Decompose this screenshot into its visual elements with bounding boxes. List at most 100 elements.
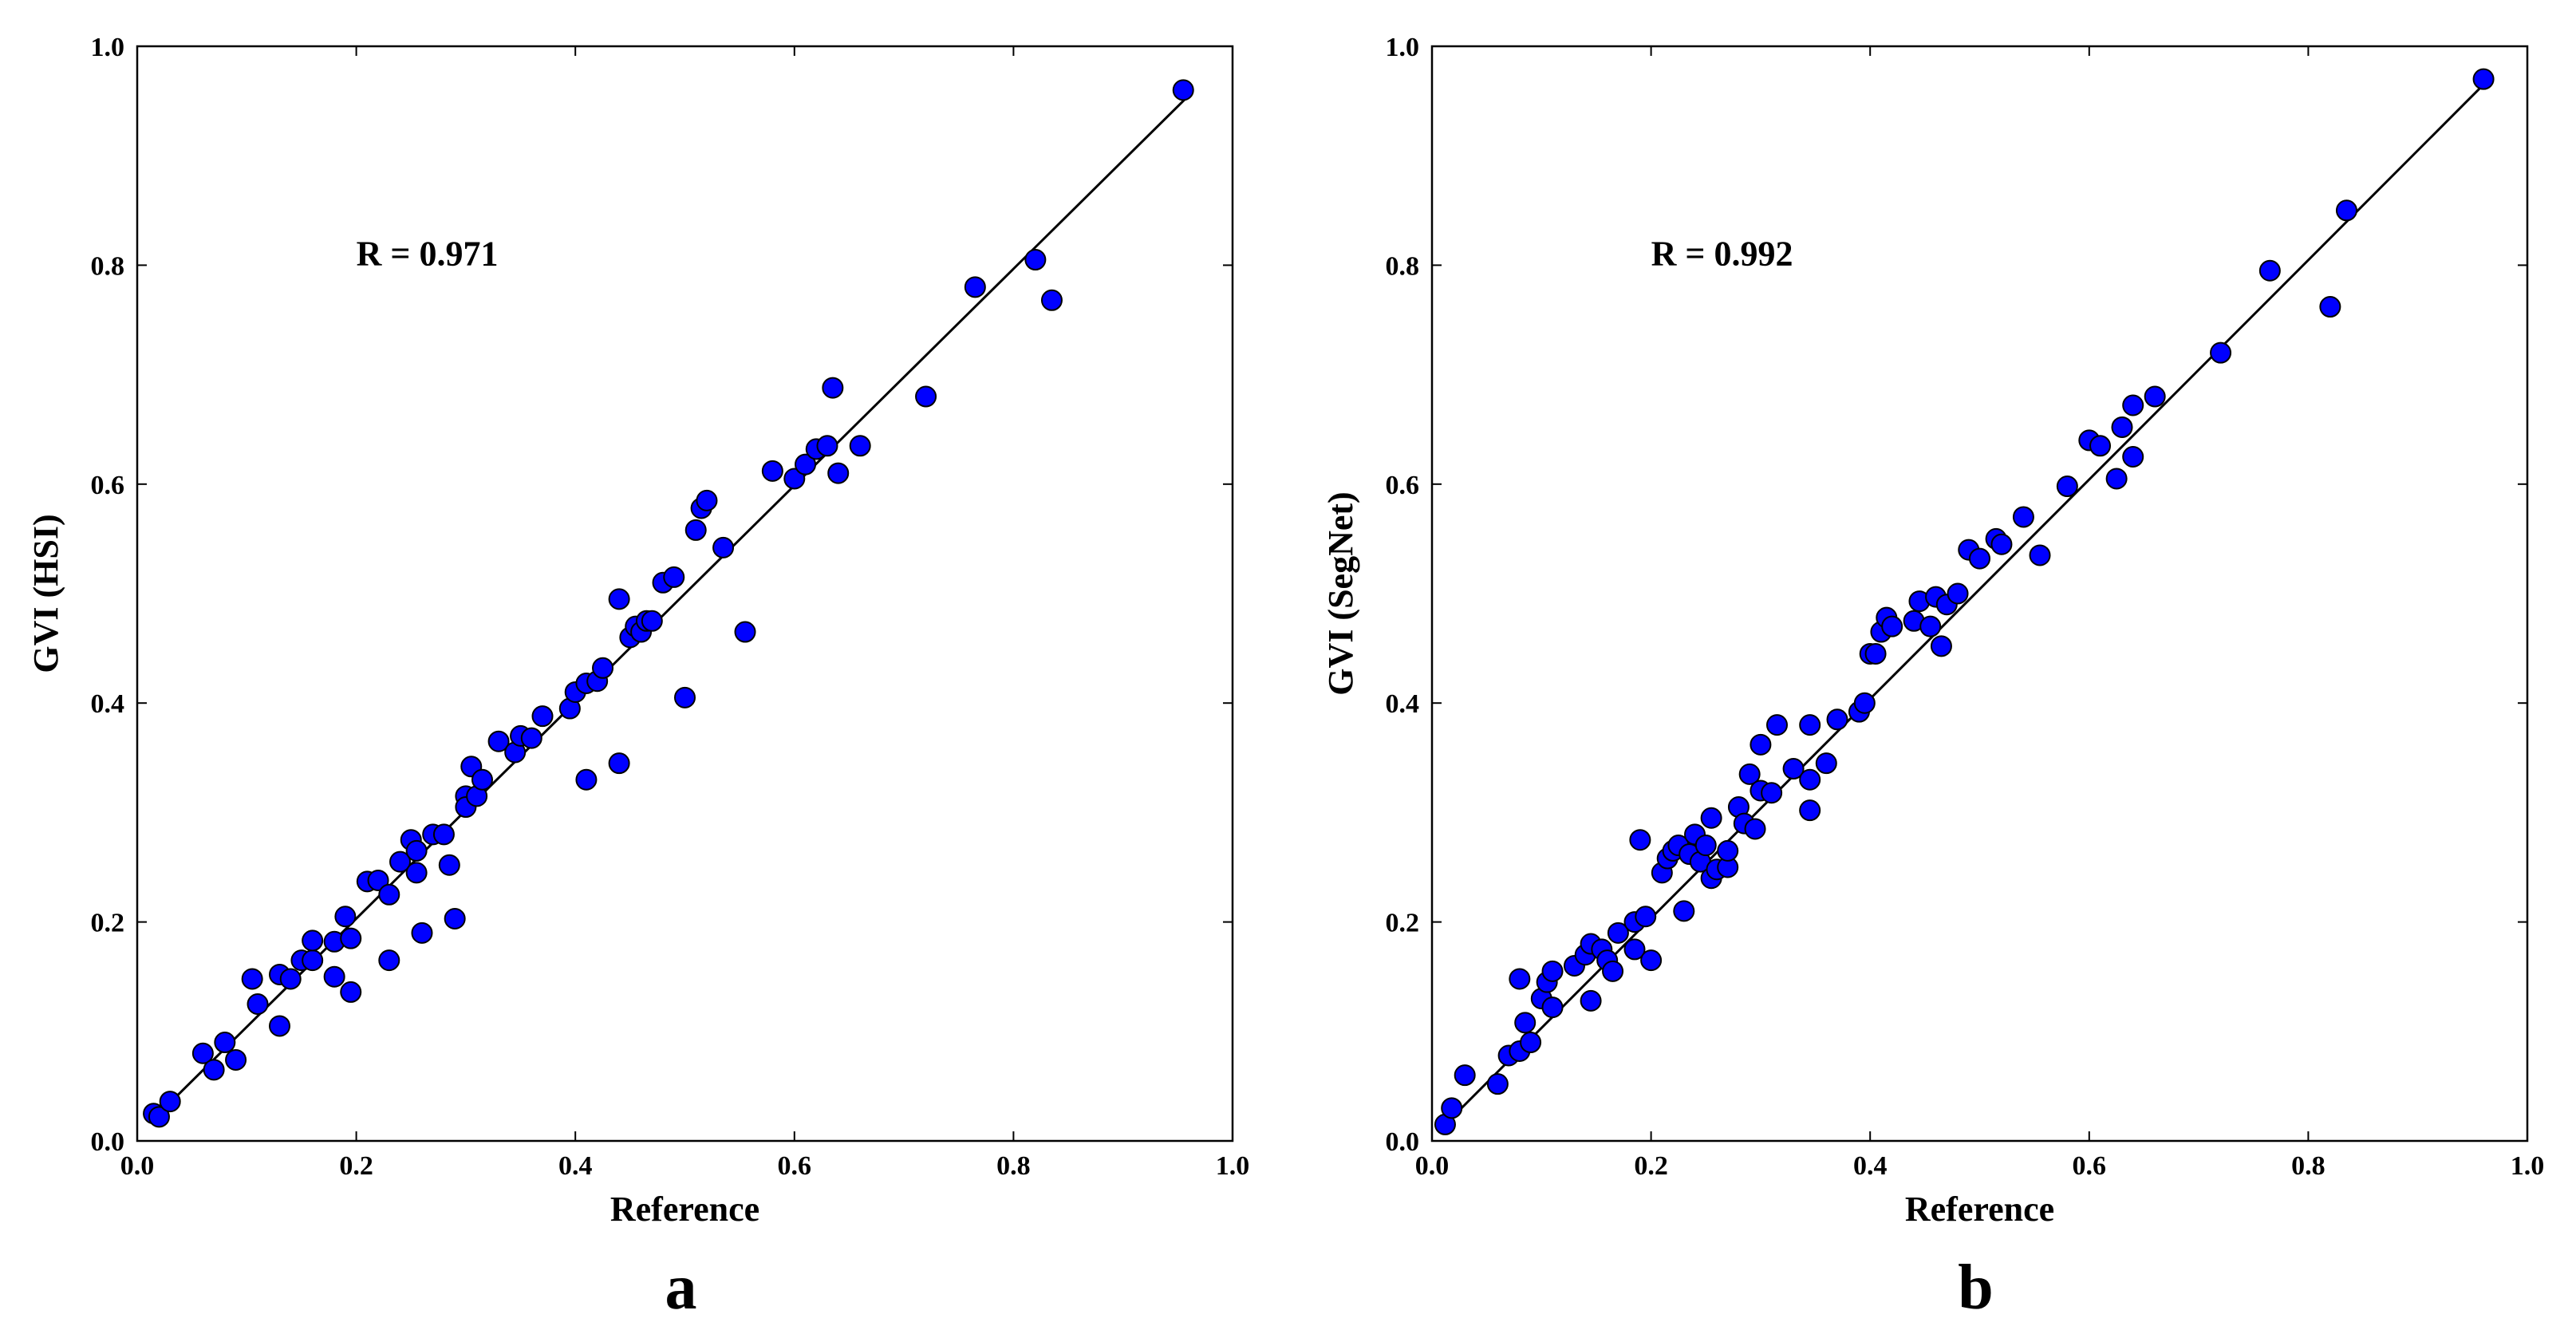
y-tick-label: 0.8 (1386, 251, 1420, 281)
data-point (302, 949, 324, 972)
data-point (1853, 692, 1876, 714)
data-point (795, 453, 817, 476)
data-point (279, 968, 302, 990)
data-point (1930, 635, 1952, 657)
data-point (696, 489, 718, 511)
data-point (389, 850, 412, 873)
data-point (2258, 259, 2281, 282)
data-point (268, 1015, 290, 1037)
x-axis-label: Reference (610, 1190, 759, 1229)
data-point (1172, 79, 1194, 101)
panel-label: b (1958, 1253, 1994, 1323)
data-point (1919, 615, 1942, 637)
data-point (2111, 416, 2133, 438)
data-point (1881, 615, 1903, 637)
data-point (608, 752, 630, 775)
data-point (712, 536, 735, 558)
x-tick-label: 0.4 (1853, 1151, 1888, 1181)
data-point (191, 1042, 214, 1064)
data-point (438, 854, 460, 876)
x-tick-label: 0.8 (2291, 1151, 2326, 1181)
y-tick-label: 0.2 (1386, 909, 1420, 938)
x-tick-label: 0.0 (120, 1151, 155, 1181)
data-point (432, 823, 455, 846)
data-point (2056, 476, 2078, 498)
data-point (1623, 938, 1646, 961)
data-point (214, 1032, 236, 1054)
data-point (2105, 468, 2128, 490)
data-point (241, 968, 263, 990)
data-point (340, 927, 362, 949)
data-point (1607, 922, 1629, 944)
data-point (1580, 989, 1602, 1012)
data-point (783, 468, 806, 490)
data-point (1040, 289, 1063, 311)
data-point (1761, 782, 1783, 804)
y-tick-label: 0.8 (91, 251, 125, 281)
data-point (1750, 733, 1772, 756)
data-point (1520, 1032, 1542, 1054)
correlation-annotation: R = 0.992 (1651, 234, 1793, 273)
x-tick-label: 0.2 (339, 1151, 373, 1181)
data-point (405, 862, 428, 884)
data-point (1826, 708, 1848, 731)
data-point (1509, 968, 1531, 990)
data-point (1947, 582, 1969, 605)
panel-label: a (665, 1253, 697, 1323)
data-point (822, 377, 844, 399)
data-point (323, 965, 345, 988)
data-point (378, 949, 400, 972)
data-point (761, 460, 783, 482)
data-point (2122, 446, 2144, 468)
data-point (444, 907, 466, 929)
data-point (1635, 906, 1657, 928)
data-point (1486, 1073, 1509, 1095)
data-point (1765, 714, 1788, 736)
x-tick-label: 1.0 (1216, 1151, 1250, 1181)
y-tick-label: 0.2 (91, 909, 125, 938)
data-point (684, 519, 707, 541)
y-tick-label: 1.0 (1386, 33, 1420, 62)
fit-line (1447, 83, 2485, 1123)
data-point (663, 566, 685, 588)
data-point (1799, 799, 1821, 822)
data-point (2122, 394, 2144, 416)
data-point (1024, 249, 1047, 271)
data-point (203, 1059, 225, 1081)
x-tick-label: 0.0 (1415, 1151, 1450, 1181)
data-point (964, 276, 986, 298)
correlation-annotation: R = 0.971 (357, 234, 499, 273)
data-point (1514, 1012, 1537, 1034)
data-point (531, 705, 554, 728)
data-point (225, 1048, 247, 1071)
y-tick-label: 0.0 (1386, 1127, 1420, 1157)
plot-frame (1430, 45, 2529, 1143)
data-point (592, 657, 614, 679)
data-point (247, 993, 269, 1015)
data-point (1673, 900, 1695, 922)
data-point (1541, 997, 1564, 1019)
data-point (1864, 642, 1887, 665)
data-point (608, 588, 630, 610)
data-point (2029, 544, 2051, 566)
data-point (1629, 829, 1651, 851)
data-point (734, 621, 756, 643)
y-axis-label: GVI (HSI) (26, 514, 65, 673)
y-tick-label: 0.4 (1386, 689, 1420, 719)
data-point (1717, 839, 1739, 862)
y-tick-label: 0.6 (91, 471, 125, 500)
data-point (159, 1091, 181, 1113)
data-point (575, 768, 598, 791)
data-point (1744, 818, 1766, 840)
data-point (148, 1106, 170, 1128)
data-point (849, 435, 871, 457)
data-point (1738, 763, 1761, 785)
data-point (487, 730, 510, 752)
data-point (302, 929, 324, 952)
data-point (674, 686, 696, 708)
data-point (1640, 949, 1663, 972)
data-point (520, 727, 542, 749)
data-point (1799, 714, 1821, 736)
data-point (827, 462, 850, 484)
y-axis-label: GVI (SegNet) (1321, 491, 1360, 695)
